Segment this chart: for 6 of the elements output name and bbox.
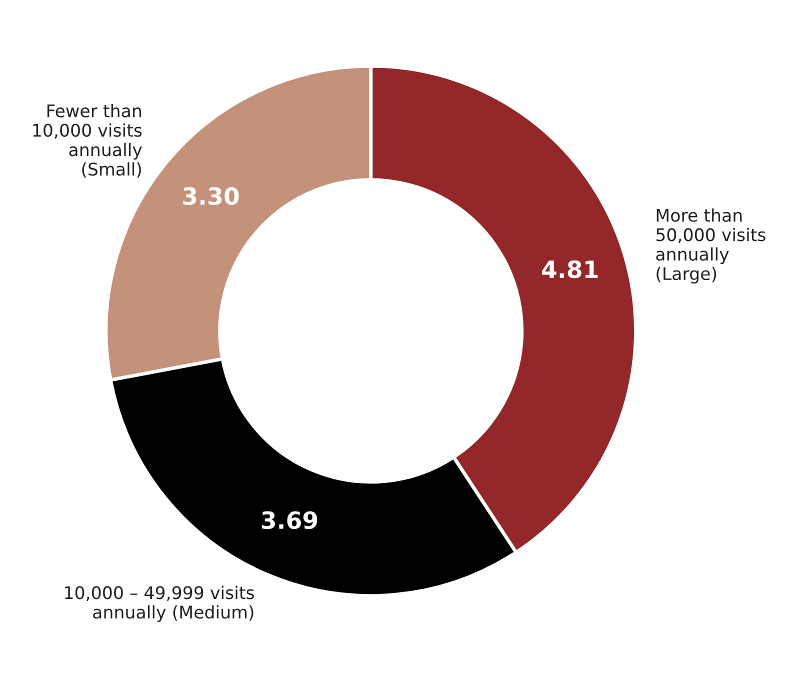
data-label: 4.81	[542, 260, 598, 278]
data-label: 3.69	[262, 511, 318, 530]
slice-label: More than 50,000 visits annually (Large)	[656, 208, 766, 284]
slice-label: Fewer than 10,000 visits annually (Small)	[33, 104, 142, 178]
slice-label: 10,000 – 49,999 visits annually (Medium)	[65, 586, 254, 622]
data-label: 3.30	[183, 187, 239, 206]
